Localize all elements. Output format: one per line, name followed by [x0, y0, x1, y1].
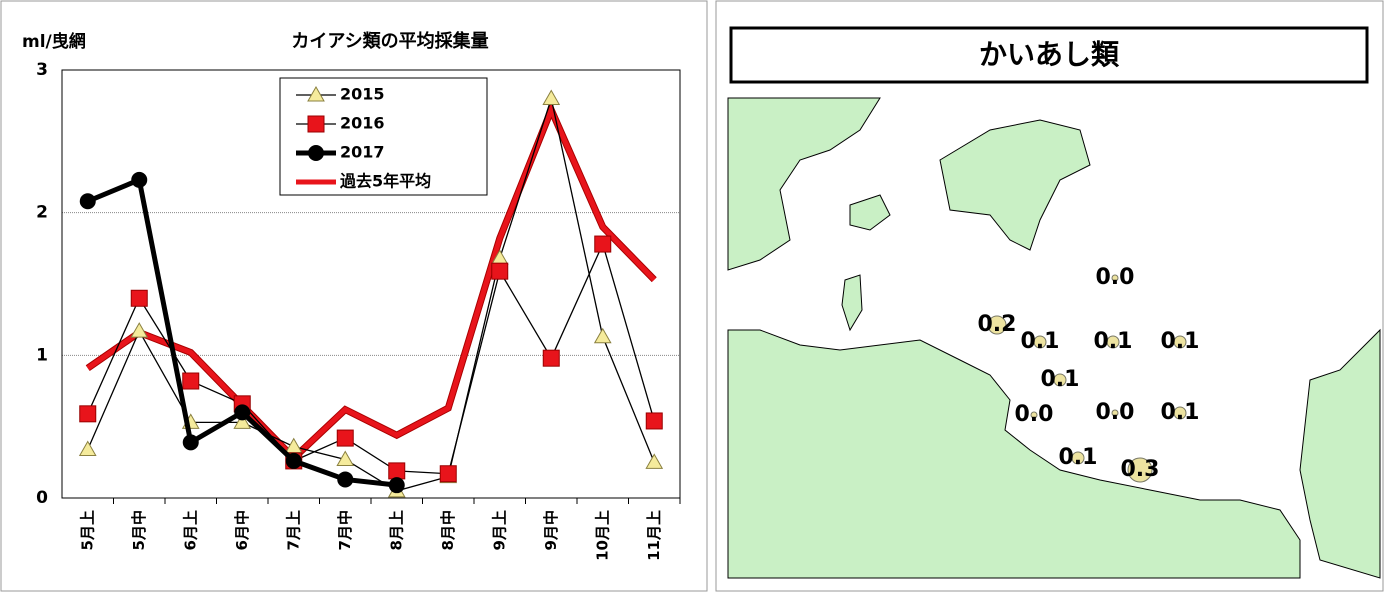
land	[727, 97, 881, 271]
x-tick-label: 6月中	[233, 510, 251, 550]
x-tick-label: 8月中	[439, 510, 457, 550]
station-bubble	[1111, 409, 1119, 417]
x-tick-label: 6月上	[181, 510, 199, 550]
point	[388, 477, 405, 494]
chart-title: カイアシ類の平均採集量	[291, 30, 488, 52]
station-bubble	[1173, 335, 1187, 349]
y-tick-label: 0	[36, 488, 48, 508]
station-label: 0.1	[1021, 329, 1060, 354]
point	[542, 89, 561, 106]
x-tick-label: 7月上	[284, 510, 302, 550]
land	[1299, 328, 1381, 579]
station-bubble	[1053, 373, 1067, 387]
station-bubble	[1030, 411, 1038, 419]
point	[439, 465, 457, 483]
point	[645, 412, 663, 430]
legend-label: 2015	[340, 85, 385, 104]
point	[336, 429, 354, 447]
point	[285, 452, 302, 469]
y-tick-label: 2	[36, 203, 48, 223]
station-bubble	[1033, 335, 1047, 349]
land	[849, 194, 891, 231]
point	[336, 450, 355, 466]
land	[841, 274, 863, 332]
land	[939, 119, 1091, 251]
point	[594, 235, 612, 253]
point	[79, 405, 97, 423]
map-title: かいあし類	[979, 38, 1120, 71]
legend-marker	[308, 145, 324, 161]
station-label: 0.3	[1121, 457, 1160, 482]
y-tick-label: 1	[36, 345, 48, 365]
station-label: 0.1	[1059, 445, 1098, 470]
station-label: 0.1	[1161, 329, 1200, 354]
x-tick-label: 10月上	[593, 510, 611, 561]
x-tick-label: 5月上	[78, 510, 96, 550]
y-tick-label: 3	[36, 60, 48, 80]
point	[234, 404, 251, 421]
point	[337, 471, 354, 488]
point	[79, 193, 96, 210]
station-bubble	[1173, 406, 1187, 420]
point	[388, 462, 406, 480]
station-bubble	[1071, 451, 1085, 465]
x-tick-label: 9月上	[490, 510, 508, 550]
series-line	[86, 103, 657, 462]
x-tick-label: 7月中	[336, 510, 354, 550]
legend-marker	[307, 85, 325, 102]
legend-label: 2017	[340, 143, 385, 162]
point	[182, 434, 199, 451]
station-bubble	[1106, 335, 1120, 349]
point	[491, 262, 509, 280]
station-bubble	[987, 315, 1007, 335]
x-tick-label: 8月上	[387, 510, 405, 550]
point	[78, 440, 97, 456]
station-label: 0.0	[1015, 402, 1054, 427]
point	[130, 322, 149, 338]
station-bubble	[1111, 274, 1119, 282]
station-label: 0.0	[1096, 400, 1135, 425]
y-axis-label: ml/曳網	[22, 31, 86, 52]
land	[727, 329, 1301, 579]
x-tick-label: 11月上	[645, 510, 663, 561]
point	[233, 413, 252, 429]
point	[645, 453, 664, 469]
series-line	[87, 242, 655, 475]
legend-label: 過去5年平均	[339, 172, 431, 191]
station-label: 0.2	[978, 312, 1017, 337]
station-label: 0.0	[1096, 265, 1135, 290]
point	[130, 289, 148, 307]
station-label: 0.1	[1041, 367, 1080, 392]
legend-marker	[307, 115, 325, 133]
point	[182, 372, 200, 390]
map: かいあし類 0.00.20.1 0.1 0.10.10.0 0.0 0.10.1 0.3	[727, 26, 1381, 579]
x-tick-label: 9月中	[542, 510, 560, 550]
map-title-box	[729, 26, 1369, 84]
point	[542, 349, 560, 367]
point	[131, 171, 148, 188]
station-label: 0.1	[1094, 329, 1133, 354]
legend-label: 2016	[340, 114, 385, 133]
point	[593, 327, 612, 344]
x-tick-label: 5月中	[130, 510, 148, 550]
station-label: 0.1	[1161, 400, 1200, 425]
station-bubble	[1127, 457, 1153, 483]
